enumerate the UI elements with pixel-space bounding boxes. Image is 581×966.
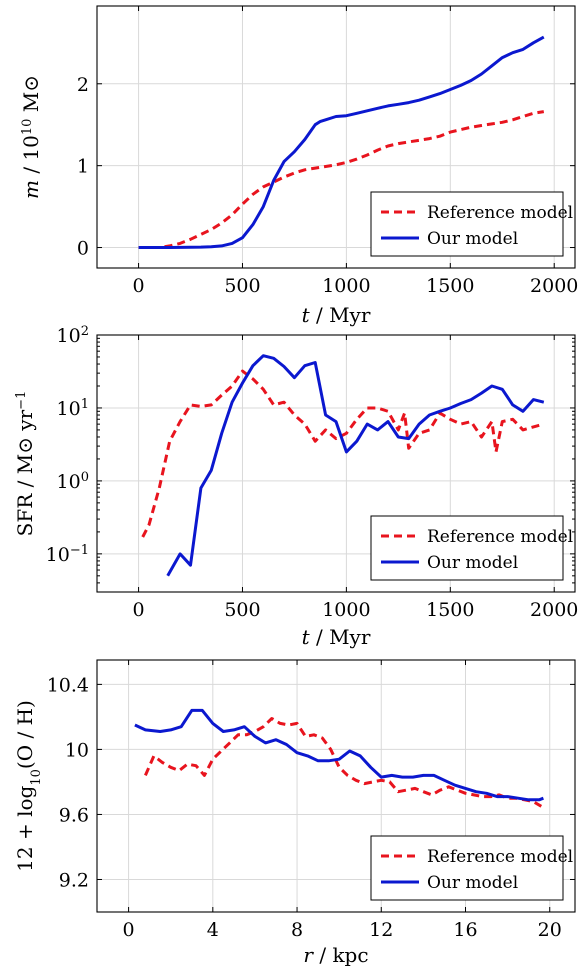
legend-reference-label: Reference model — [427, 527, 573, 547]
legend-reference-label: Reference model — [427, 203, 573, 223]
x-tick-label: 1000 — [322, 599, 370, 621]
legend-ours-label: Our model — [427, 873, 518, 893]
y-tick-label: 100 — [57, 469, 89, 493]
x-tick-label: 16 — [453, 919, 477, 941]
y-tick-label: 102 — [57, 324, 89, 348]
y-tick-label: 9.2 — [59, 869, 89, 891]
chart-panel-3: 0 4 8 12 16 20 9.2 9.6 10 10.4 r / kpc 12 + log10(O… — [13, 659, 576, 966]
y-axis-label: m / 1010 M⊙ — [19, 75, 43, 199]
x-tick-label: 20 — [538, 919, 562, 941]
x-tick-label: 0 — [133, 275, 145, 297]
x-tick-label: 8 — [291, 919, 303, 941]
y-tick-label: 0 — [77, 238, 89, 260]
y-tick-label: 10.4 — [47, 674, 89, 696]
x-axis-label: r / kpc — [303, 943, 368, 966]
x-tick-label: 0 — [133, 599, 145, 621]
chart-panel-2: 0 500 1000 1500 2000 10−1 100 101 102 t / Myr SFR … — [13, 324, 578, 650]
plot-frame — [96, 5, 576, 269]
x-tick-label: 1000 — [322, 275, 370, 297]
legend: Reference model Our model — [370, 191, 573, 257]
legend-box — [370, 191, 564, 257]
legend-ours-label: Our model — [427, 553, 518, 573]
reference-model-line — [138, 110, 545, 249]
y-tick-label: 101 — [57, 396, 89, 420]
x-tick-label: 0 — [123, 919, 135, 941]
our-model-line — [166, 354, 545, 577]
y-tick-label: 1 — [77, 156, 89, 178]
legend: Reference model Our model — [370, 835, 573, 901]
reference-model-line — [141, 369, 545, 538]
y-axis-label: 12 + log10(O / H) — [13, 700, 44, 872]
x-axis-label: t / Myr — [302, 625, 371, 649]
y-axis-label: SFR / M⊙ yr−1 — [13, 391, 37, 537]
x-tick-label: 4 — [207, 919, 219, 941]
our-model-line — [134, 708, 544, 802]
x-tick-label: 2000 — [530, 599, 578, 621]
chart-panel-1: 0 500 1000 1500 2000 0 1 2 t / Myr m / 1010 M⊙ Ref… — [19, 5, 578, 327]
legend-box — [370, 515, 564, 581]
x-axis-label: t / Myr — [302, 303, 371, 327]
x-tick-label: 1500 — [426, 599, 474, 621]
legend: Reference model Our model — [370, 515, 573, 581]
x-tick-label: 12 — [369, 919, 393, 941]
x-tick-label: 2000 — [530, 275, 578, 297]
x-tick-label: 500 — [224, 599, 260, 621]
legend-ours-label: Our model — [427, 229, 518, 249]
x-tick-label: 500 — [224, 275, 260, 297]
legend-reference-label: Reference model — [427, 847, 573, 867]
y-tick-label: 9.6 — [59, 804, 89, 826]
legend-box — [370, 835, 564, 901]
x-tick-label: 1500 — [426, 275, 474, 297]
our-model-line — [138, 35, 545, 249]
y-tick-label: 10 — [65, 739, 89, 761]
plot-frame — [96, 659, 576, 913]
y-tick-label: 10−1 — [46, 542, 89, 566]
y-tick-label: 2 — [77, 74, 89, 96]
plot-frame — [96, 334, 576, 593]
reference-model-line — [144, 717, 543, 808]
